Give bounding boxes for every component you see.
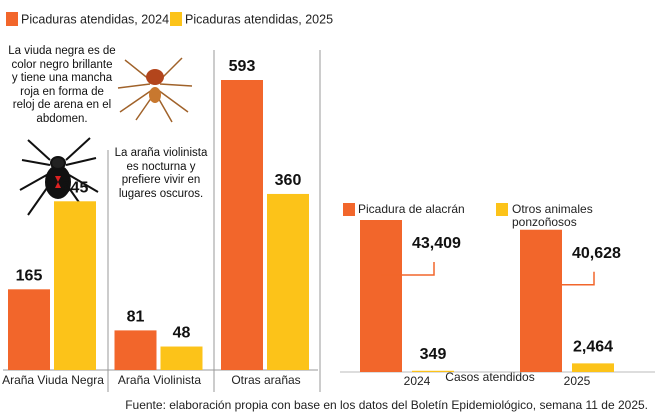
annotation: La araña violinista es nocturna y prefie…	[114, 147, 208, 200]
legend-swatch	[496, 203, 508, 216]
recluse-illustration	[117, 57, 193, 123]
value-label: 593	[229, 58, 256, 75]
legend-label: Picaduras atendidas, 2025	[185, 12, 333, 26]
bar	[267, 193, 309, 370]
source-note: Fuente: elaboración propia con base en l…	[125, 398, 648, 412]
x-tick-label: Araña Violinista	[118, 373, 201, 387]
value-label: 48	[173, 325, 191, 342]
value-label: 2,464	[573, 339, 613, 356]
legend-label: Otros animales ponzoñosos	[512, 202, 593, 229]
connector	[381, 262, 435, 276]
x-tick-label: Otras arañas	[231, 373, 300, 387]
bar	[360, 220, 402, 372]
value-label: 43,409	[412, 235, 461, 252]
value-label: 360	[275, 172, 302, 189]
connector	[541, 271, 595, 286]
x-tick-label: Araña Viuda Negra	[2, 373, 104, 387]
x-axis-label: Casos atendidos	[445, 370, 534, 384]
legend-swatch	[6, 12, 18, 26]
bar	[221, 80, 263, 370]
legend-swatch	[170, 12, 182, 26]
value-label: 345	[62, 180, 89, 197]
bar	[8, 289, 50, 370]
x-tick-label: 2024	[404, 374, 431, 388]
bar	[54, 201, 96, 370]
bar	[520, 229, 562, 372]
legend-label: Picadura de alacrán	[358, 202, 465, 216]
value-label: 165	[16, 268, 43, 285]
annotation: La viuda negra es de color negro brillan…	[8, 45, 116, 125]
legend-swatch	[343, 203, 355, 216]
bar	[160, 346, 203, 370]
bar	[114, 330, 157, 370]
black-widow-illustration	[19, 137, 99, 219]
value-label: 349	[420, 346, 447, 363]
x-tick-label: 2025	[564, 374, 591, 388]
value-label: 81	[127, 309, 145, 326]
bar	[572, 363, 614, 372]
value-label: 40,628	[572, 245, 621, 262]
bar	[412, 370, 454, 372]
legend-label: Picaduras atendidas, 2024	[21, 12, 169, 26]
